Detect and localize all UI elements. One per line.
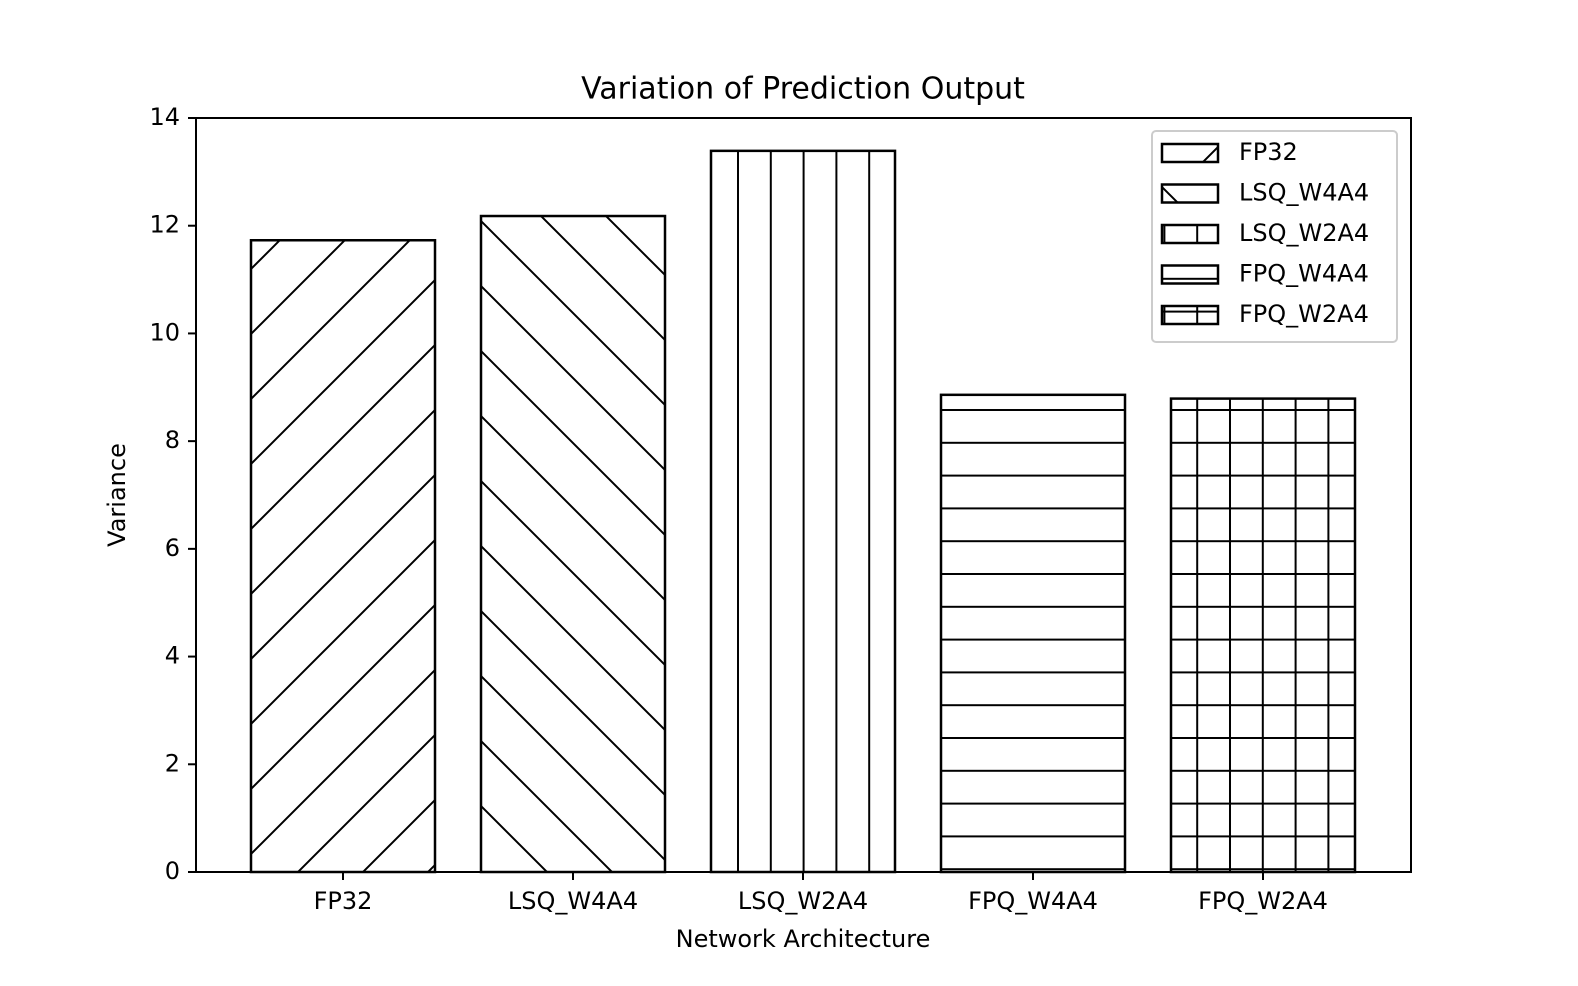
legend-swatch (1160, 304, 1220, 326)
x-tick-label: FP32 (314, 887, 373, 915)
legend-swatch (1160, 264, 1220, 285)
x-axis-label: Network Architecture (676, 925, 931, 953)
bar (249, 239, 437, 874)
legend-swatch (1160, 223, 1220, 245)
x-tick-label: FPQ_W4A4 (968, 887, 1098, 915)
x-tick-label: LSQ_W2A4 (738, 887, 868, 915)
bar (709, 149, 897, 874)
plot-frame (195, 117, 1412, 873)
y-tick-label: 2 (165, 749, 180, 777)
x-tick-label: LSQ_W4A4 (508, 887, 638, 915)
y-tick-label: 0 (165, 857, 180, 885)
y-tick-label: 4 (165, 642, 180, 670)
y-tick-label: 10 (149, 318, 180, 346)
x-tick-label: FPQ_W2A4 (1198, 887, 1328, 915)
legend-label: LSQ_W4A4 (1239, 179, 1369, 207)
legend-label: LSQ_W2A4 (1239, 219, 1369, 247)
legend-swatch (1160, 142, 1220, 164)
bar (1169, 397, 1357, 874)
y-axis-label: Variance (103, 443, 131, 547)
bar (939, 393, 1127, 874)
bar (479, 214, 667, 874)
y-tick-label: 6 (165, 534, 180, 562)
legend-label: FPQ_W2A4 (1239, 300, 1369, 328)
legend-label: FPQ_W4A4 (1239, 260, 1369, 288)
chart-title: Variation of Prediction Output (581, 72, 1025, 107)
legend-label: FP32 (1239, 138, 1298, 166)
y-tick-label: 14 (149, 103, 180, 131)
y-tick-label: 8 (165, 426, 180, 454)
legend-swatch (1160, 183, 1220, 204)
y-tick-label: 12 (149, 211, 180, 239)
